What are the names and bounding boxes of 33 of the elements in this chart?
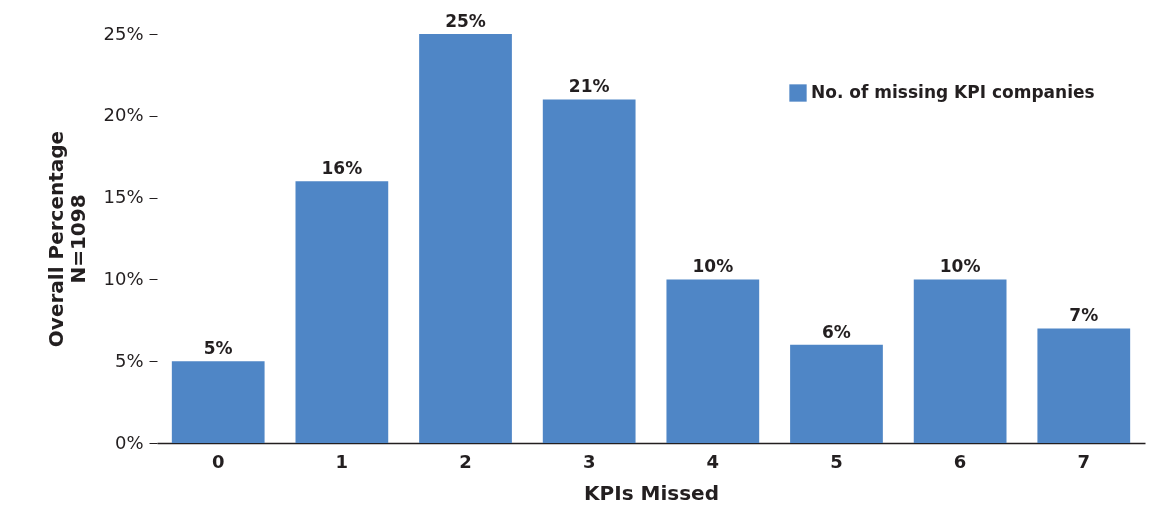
bar — [542, 99, 636, 443]
text: 25% — [445, 11, 486, 31]
text: 5% — [203, 338, 233, 359]
text: 6% — [822, 321, 851, 342]
bar — [913, 279, 1007, 443]
y-axis-title: Overall Percentage N=1098 — [44, 130, 91, 348]
x-tick-label: 1 — [335, 450, 349, 472]
y-tick-label: 20% — [103, 104, 144, 126]
text: 21% — [568, 76, 610, 97]
x-tick-label: 4 — [706, 450, 720, 472]
bar — [790, 344, 883, 443]
bar — [419, 34, 512, 443]
y-tick-label: 5% — [114, 349, 144, 371]
text: 10% — [692, 256, 734, 277]
y-tick-label: 25% — [103, 22, 144, 44]
x-axis-title: KPIs Missed — [584, 480, 719, 505]
x-tick-label: 3 — [582, 450, 596, 472]
bar — [171, 361, 265, 443]
bar — [1037, 328, 1131, 443]
y-tick-label: 0% — [114, 431, 144, 453]
text: 10% — [939, 256, 981, 277]
x-tick-label: 7 — [1077, 450, 1091, 472]
x-tick-label: 2 — [459, 450, 472, 472]
text: 7% — [1069, 305, 1099, 326]
y-tick-label: 15% — [103, 186, 144, 208]
x-tick-label: 0 — [211, 450, 225, 472]
x-tick-label: 5 — [830, 450, 843, 472]
bar — [295, 181, 389, 443]
bar — [666, 279, 760, 443]
x-tick-label: 6 — [953, 450, 967, 472]
y-tick-label: 10% — [103, 267, 144, 289]
legend-label: No. of missing KPI companies — [811, 82, 1095, 102]
text: 16% — [321, 158, 363, 179]
